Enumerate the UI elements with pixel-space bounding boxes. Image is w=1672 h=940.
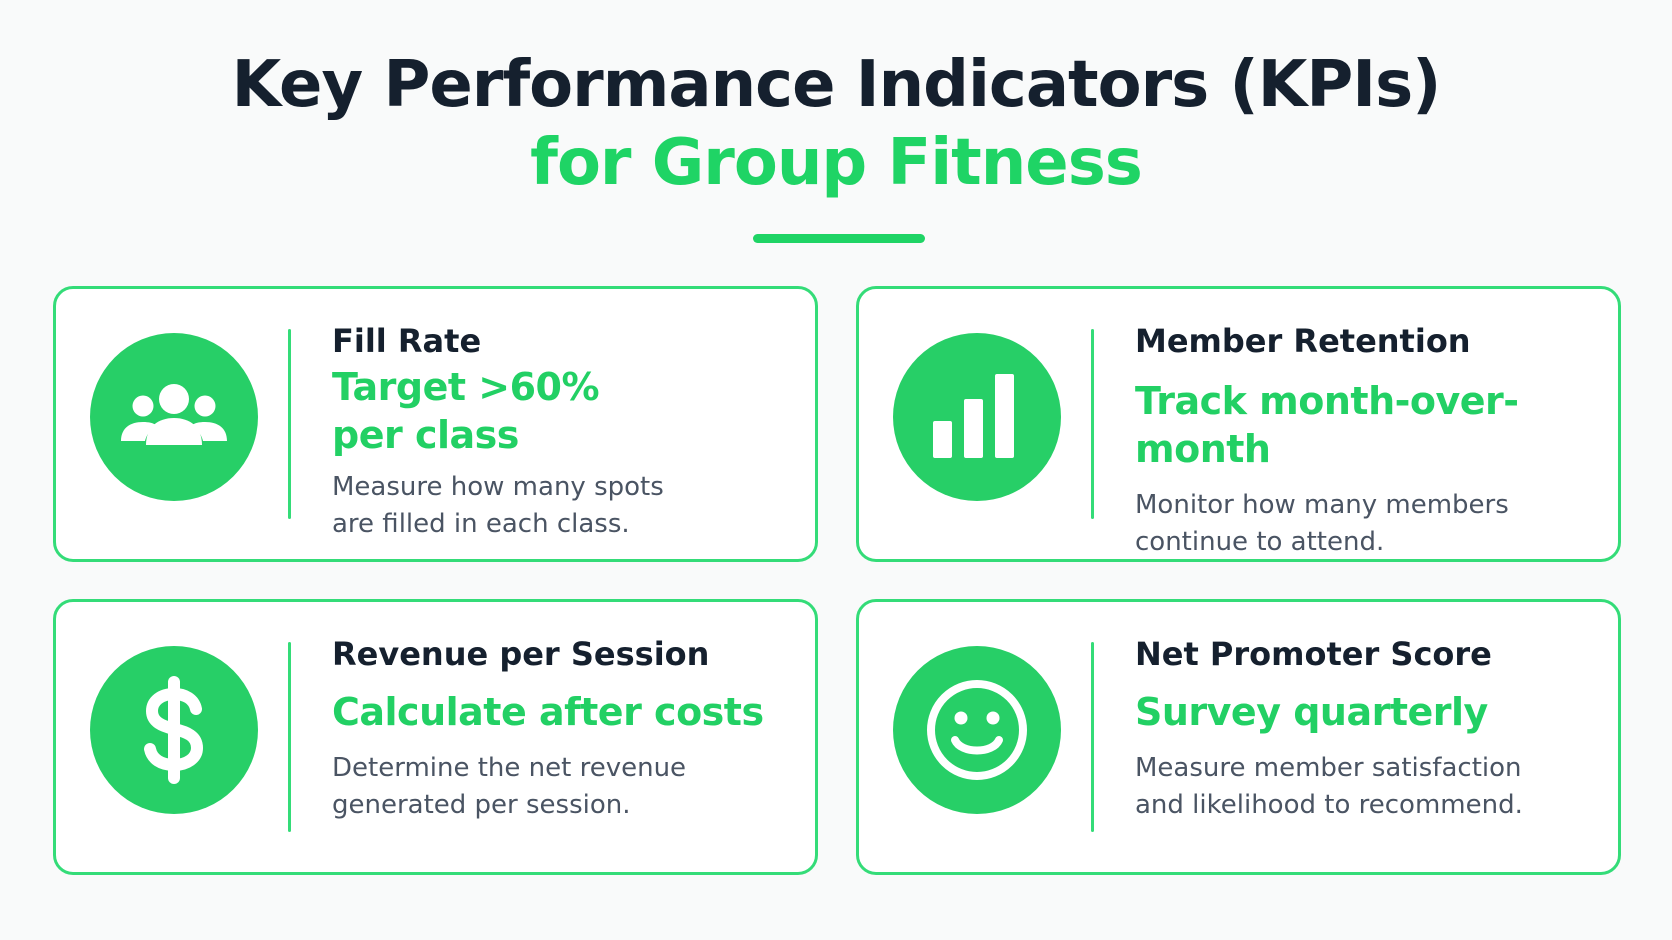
kpi-description-line-1: Measure member satisfaction: [1135, 753, 1522, 783]
kpi-target: Target >60% per class: [332, 363, 801, 459]
kpi-description-line-1: Measure how many spots: [332, 472, 664, 502]
kpi-card-content: Revenue per Session Calculate after cost…: [332, 632, 801, 824]
kpi-description: Determine the net revenue generated per …: [332, 750, 692, 824]
kpi-name: Fill Rate: [332, 322, 482, 360]
smiley-face-icon: [893, 646, 1061, 814]
kpi-description-line-2: continue to attend.: [1135, 527, 1385, 557]
kpi-description: Measure member satisfaction and likeliho…: [1135, 750, 1535, 824]
dollar-sign-icon: [90, 646, 258, 814]
kpi-description-line-2: and likelihood to recommend.: [1135, 790, 1523, 820]
kpi-description-line-1: Determine the net revenue: [332, 753, 687, 783]
page-title: Key Performance Indicators (KPIs) for Gr…: [0, 46, 1672, 202]
title-underline: [753, 234, 925, 243]
kpi-target: Survey quarterly: [1135, 690, 1488, 734]
kpi-target: Track month-over-month: [1135, 379, 1519, 471]
kpi-card-content: Member Retention Track month-over-month …: [1135, 319, 1604, 561]
kpi-description: Measure how many spots are filled in eac…: [332, 469, 692, 543]
card-divider: [288, 329, 291, 519]
kpi-card-content: Fill Rate Target >60% per class Measure …: [332, 319, 801, 543]
card-divider: [1091, 329, 1094, 519]
kpi-description-line-2: are filled in each class.: [332, 509, 630, 539]
card-divider: [288, 642, 291, 832]
kpi-card-fill-rate: Fill Rate Target >60% per class Measure …: [53, 286, 818, 562]
page-title-line-2: for Group Fitness: [530, 126, 1143, 200]
kpi-name: Member Retention: [1135, 322, 1471, 360]
kpi-card-member-retention: Member Retention Track month-over-month …: [856, 286, 1621, 562]
kpi-target-line-1: Target >60%: [332, 365, 600, 409]
kpi-target-line-2: per class: [332, 413, 519, 457]
bar-chart-icon: [893, 333, 1061, 501]
card-divider: [1091, 642, 1094, 832]
page-title-line-1: Key Performance Indicators (KPIs): [231, 48, 1442, 122]
kpi-description: Monitor how many members continue to att…: [1135, 487, 1535, 561]
kpi-card-revenue-per-session: Revenue per Session Calculate after cost…: [53, 599, 818, 875]
kpi-name: Revenue per Session: [332, 635, 710, 673]
kpi-card-content: Net Promoter Score Survey quarterly Meas…: [1135, 632, 1604, 824]
kpi-target: Calculate after costs: [332, 690, 764, 734]
kpi-card-net-promoter-score: Net Promoter Score Survey quarterly Meas…: [856, 599, 1621, 875]
kpi-description-line-2: generated per session.: [332, 790, 631, 820]
group-users-icon: [90, 333, 258, 501]
kpi-description-line-1: Monitor how many members: [1135, 490, 1509, 520]
kpi-name: Net Promoter Score: [1135, 635, 1492, 673]
